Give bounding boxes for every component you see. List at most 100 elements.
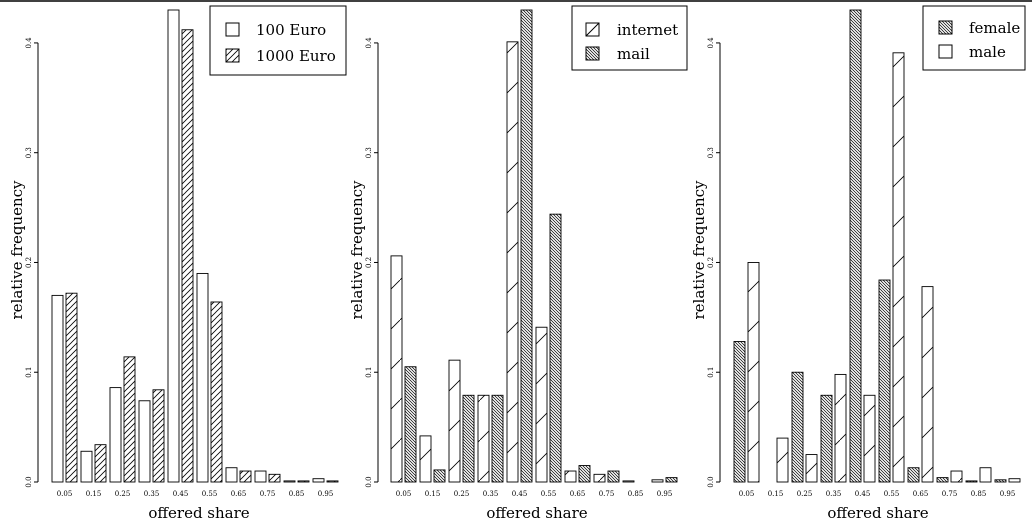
chart-2-xtick-label: 0.25: [454, 490, 470, 498]
chart-1-bar-1000-euro-0.55: [210, 301, 223, 483]
chart-3-yaxis: 0.0 0.1 0.2 0.3 0.4: [707, 37, 721, 488]
chart-2-ytick-label: 0.2: [365, 257, 373, 268]
chart-2-bar-internet-0.45: [506, 41, 519, 483]
chart-1-xtick-label: 0.75: [260, 490, 276, 498]
chart-3-bar-female-0.25: [791, 371, 804, 483]
chart-1-bar-100-euro-0.35: [138, 400, 151, 483]
chart-3-bar-male-0.15: [776, 437, 789, 483]
chart-2-xtick-label: 0.55: [541, 490, 557, 498]
chart-2-xlabel: offered share: [486, 504, 587, 522]
chart-1-bar-1000-euro-0.25: [123, 356, 136, 483]
chart-2-bar-internet-0.65: [564, 470, 577, 483]
chart-3-bar-male-0.05: [747, 262, 760, 483]
chart-3-xtick-label: 0.35: [826, 490, 842, 498]
chart-3-ytick-label: 0.0: [707, 476, 715, 487]
chart-2-xtick-label: 0.45: [512, 490, 528, 498]
chart-3-bars: [733, 9, 1021, 483]
chart-2-bar-mail-0.95: [665, 477, 678, 483]
chart-3-bar-female-0.55: [878, 279, 891, 483]
chart-1-bar-1000-euro-0.85: [297, 480, 310, 483]
chart-1-yaxis: 0.0 0.1 0.2 0.3 0.4: [25, 37, 39, 488]
chart-1-xtick-label: 0.35: [144, 490, 160, 498]
chart-3-xtick-label: 0.15: [768, 490, 784, 498]
chart-2-ytick-label: 0.3: [365, 147, 373, 158]
chart-2-xtick-label: 0.15: [425, 490, 441, 498]
chart-1-bar-100-euro-0.55: [196, 272, 209, 483]
chart-2-bar-mail-0.45: [520, 9, 533, 483]
chart-3-ylabel: relative frequency: [690, 180, 708, 320]
chart-3-bar-male-0.85: [979, 467, 992, 483]
chart-2-xtick-label: 0.65: [570, 490, 586, 498]
chart-1-ytick-label: 0.3: [25, 147, 33, 158]
chart-3-bar-female-0.45: [849, 9, 862, 483]
chart-3-bar-female-0.05: [733, 341, 746, 483]
chart-2-legend-swatch-2: [585, 46, 600, 61]
chart-3-xtick-label: 0.65: [913, 490, 929, 498]
chart-2-bar-internet-0.95: [651, 479, 664, 483]
chart-1-ytick-label: 0.4: [25, 37, 33, 49]
chart-3-xtick-label: 0.75: [942, 490, 958, 498]
chart-2-bar-mail-0.75: [607, 470, 620, 483]
chart-1-xtick-label: 0.05: [57, 490, 73, 498]
chart-3-ytick-label: 0.3: [707, 147, 715, 158]
chart-1-xlabel: offered share: [148, 504, 249, 522]
chart-2-legend-label-2: mail: [617, 45, 650, 63]
chart-2-bars: [390, 9, 678, 483]
chart-2-bar-internet-0.05: [390, 255, 403, 483]
chart-1-ytick-label: 0.2: [25, 257, 33, 268]
chart-1-bar-1000-euro-0.65: [239, 470, 252, 483]
chart-2-bar-internet-0.15: [419, 435, 432, 483]
chart-3-xtick-label: 0.05: [739, 490, 755, 498]
chart-1-legend-label-1: 100 Euro: [256, 21, 326, 39]
chart-1-bar-100-euro-0.15: [80, 450, 93, 483]
chart-1-ylabel: relative frequency: [8, 180, 26, 320]
chart-1-bar-100-euro-0.95: [312, 478, 325, 483]
chart-1-bar-1000-euro-0.05: [65, 292, 78, 483]
chart-3-legend-label-2: male: [969, 43, 1006, 61]
chart-3-bar-female-0.95: [994, 479, 1007, 483]
chart-3-xtick-label: 0.95: [1000, 490, 1016, 498]
chart-1-bar-100-euro-0.75: [254, 470, 267, 483]
chart-3-xtick-label: 0.85: [971, 490, 987, 498]
chart-1-bar-1000-euro-0.75: [268, 473, 281, 483]
chart-3-ytick-label: 0.4: [707, 37, 715, 49]
chart-2-legend: internet mail: [571, 5, 688, 71]
chart-2-ytick-label: 0.0: [365, 476, 373, 487]
chart-2-xticks: 0.05 0.15 0.25 0.35 0.45 0.55 0.65 0.75 0.85 0.95: [396, 490, 673, 498]
chart-1-xtick-label: 0.55: [202, 490, 218, 498]
chart-2-xtick-label: 0.75: [599, 490, 615, 498]
chart-2-bar-mail-0.65: [578, 465, 591, 483]
chart-2-bar-mail-0.25: [462, 394, 475, 483]
chart-3-bar-female-0.35: [820, 394, 833, 483]
chart-1-legend-swatch-2: [225, 48, 240, 63]
chart-3-legend-box: [922, 5, 1026, 71]
chart-2-xtick-label: 0.35: [483, 490, 499, 498]
chart-1-xtick-label: 0.25: [115, 490, 131, 498]
chart-1-xtick-label: 0.95: [318, 490, 334, 498]
chart-3-bar-male-0.95: [1008, 478, 1021, 483]
chart-3-legend-swatch-2: [938, 44, 953, 59]
chart-1-xtick-label: 0.65: [231, 490, 247, 498]
chart-3-bar-female-0.85: [965, 480, 978, 483]
chart-3-bar-female-0.75: [936, 477, 949, 483]
chart-panel-3: relative frequency offered share 0.0 0.1 0…: [690, 5, 1026, 522]
chart-2-yaxis: 0.0 0.1 0.2 0.3 0.4: [365, 37, 379, 488]
chart-3-xtick-label: 0.45: [855, 490, 871, 498]
chart-panel-2: relative frequency offered share 0.00.10…: [348, 5, 688, 522]
chart-3-bar-male-0.35: [834, 373, 847, 483]
chart-2-xtick-label: 0.05: [396, 490, 412, 498]
chart-1-legend-box: [209, 5, 347, 76]
chart-2-ytick-label: 0.4: [365, 37, 373, 49]
chart-2-bar-internet-0.25: [448, 359, 461, 483]
chart-1-xticks: 0.05 0.15 0.25 0.35 0.45 0.55 0.65 0.75 0.85 0.95: [57, 490, 334, 498]
chart-3-xlabel: offered share: [827, 504, 928, 522]
chart-1-xtick-label: 0.45: [173, 490, 189, 498]
chart-2-ylabel: relative frequency: [348, 180, 366, 320]
chart-1-bar-100-euro-0.25: [109, 387, 122, 483]
chart-2-bar-internet-0.35: [477, 394, 490, 483]
chart-3-xticks: 0.05 0.15 0.25 0.35 0.45 0.55 0.65 0.75 0.85 0.95: [739, 490, 1016, 498]
chart-2-legend-label-1: internet: [617, 21, 678, 39]
chart-3-xtick-label: 0.25: [797, 490, 813, 498]
chart-3-ytick-label: 0.1: [707, 367, 715, 378]
